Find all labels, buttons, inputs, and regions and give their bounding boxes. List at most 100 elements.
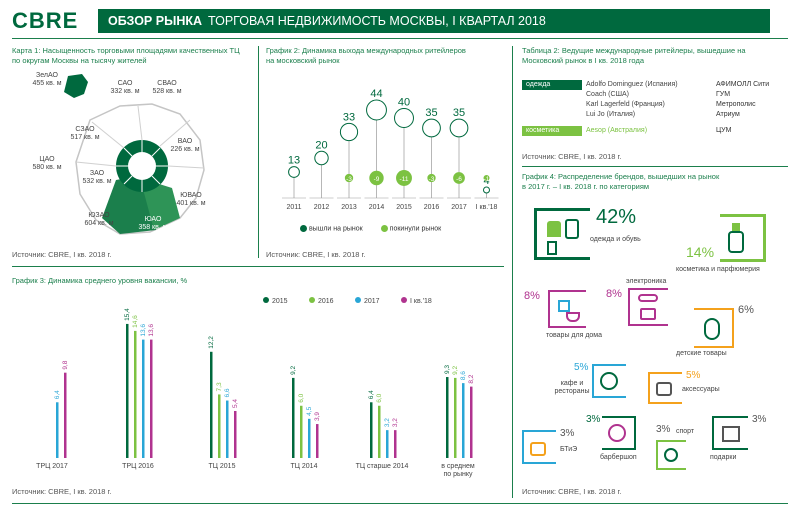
divider-1	[258, 46, 259, 258]
graph3-bar	[446, 377, 449, 458]
graph3-title: График 3: Динамика среднего уровня вакан…	[12, 276, 188, 285]
clothes-icon	[534, 208, 590, 260]
graph4-title-line1: График 4: Распределение брендов, вышедши…	[522, 172, 720, 181]
graph3-bar	[218, 394, 221, 458]
graph3-value-label: 7,3	[216, 382, 223, 391]
pct-cosmetics: 14%	[686, 244, 715, 260]
appliances-icon	[522, 430, 556, 464]
electronics-icon	[628, 288, 668, 326]
graph2-tick-label: 2015	[396, 204, 412, 211]
graph3-bar	[462, 383, 465, 458]
label-cafe: кафе и рестораны	[554, 380, 590, 395]
map-center-inner	[128, 152, 156, 180]
map-label-zao: ЗАО 532 кв. м	[82, 170, 112, 185]
graph3-value-label: 9,8	[62, 360, 69, 369]
graph3-category-label: ТЦ 2015	[209, 463, 236, 470]
graph3-legend-dot	[263, 297, 269, 303]
graph3-bar	[56, 402, 59, 458]
header-divider	[12, 38, 788, 39]
map-yuao-shape	[140, 178, 180, 230]
barber-icon	[602, 416, 636, 450]
graph3-value-label: 12,2	[208, 336, 215, 349]
graph3-bar	[226, 400, 229, 458]
cafe-icon	[592, 364, 626, 398]
table2: одежда Adolfo Dominguez (Испания) АФИМОЛЛ…	[522, 80, 782, 136]
baby-icon	[694, 308, 734, 348]
category-cosmetics: косметика	[522, 126, 582, 136]
graph3-bar	[470, 386, 473, 458]
map-label-szao: СЗАО 517 кв. м	[70, 126, 100, 141]
graph3-category-label: ТЦ старше 2014	[356, 463, 409, 470]
graph3-value-label: 3,2	[384, 418, 391, 427]
label-kids: детские товары	[676, 350, 727, 357]
legend-out: покинули рынок	[380, 225, 441, 232]
graph2-tick-label: I кв.'18	[476, 204, 498, 211]
map-label-zelao: ЗелАО 455 кв. м	[32, 72, 62, 87]
label-barbershop: барбершоп	[600, 454, 637, 461]
map-label-sao: САО 332 кв. м	[110, 80, 140, 95]
graph3-value-label: 13,6	[148, 324, 155, 337]
graph3-category-label: по рынку	[443, 471, 473, 478]
graph2-in-bubble	[449, 118, 469, 138]
graph2-title-line2: на московский рынок	[266, 56, 340, 65]
map-label-cao: ЦАО 580 кв. м	[32, 156, 62, 171]
graph3-bar	[126, 323, 129, 458]
footer-rule	[12, 503, 788, 504]
map-title: Карта 1: Насыщенность торговыми площадям…	[12, 46, 240, 66]
graph2-out-label: -9	[374, 176, 380, 183]
graph2-out-label: -11	[400, 176, 409, 183]
graph2-in-bubble	[394, 108, 414, 128]
pct-electronics: 8%	[606, 288, 622, 300]
pct-home: 8%	[524, 290, 540, 302]
graph3-value-label: 14,6	[132, 315, 139, 328]
divider-3	[522, 166, 788, 167]
graph2-tick-label: 2013	[341, 204, 357, 211]
graph3-bar	[370, 402, 373, 458]
graph2-in-label: 33	[343, 111, 355, 123]
graph2-in-bubble	[314, 150, 329, 166]
graph3-value-label: 6,4	[368, 390, 375, 399]
graph3-legend-label: 2015	[272, 298, 288, 305]
pct-kids: 6%	[738, 304, 754, 316]
map-title-line2: по округам Москвы на тысячу жителей	[12, 56, 147, 65]
graph3-bar	[378, 405, 381, 458]
graph3-value-label: 6,4	[54, 390, 61, 399]
graph3-bar	[386, 430, 389, 458]
map-label-vao: ВАО 226 кв. м	[170, 138, 200, 153]
graph2-tick-label: 2012	[314, 204, 330, 211]
graph2-out-label: -6	[456, 176, 462, 183]
perfume-icon	[720, 214, 766, 262]
divider-2	[512, 46, 513, 498]
graph3-value-label: 9,2	[452, 365, 459, 374]
graph2-out-label: -3	[429, 176, 435, 183]
pct-clothes: 42%	[596, 206, 637, 228]
map-source: Источник: CBRE, I кв. 2018 г.	[12, 250, 112, 259]
map-zelao-shape	[64, 74, 88, 98]
graph2-in-label: 35	[453, 107, 465, 119]
table2-title-line1: Таблица 2: Ведущие международные ритейле…	[522, 46, 746, 55]
graph2-in-label: 35	[425, 107, 437, 119]
graph3-value-label: 6,0	[298, 393, 305, 402]
report-title-bar: ОБЗОР РЫНКА ТОРГОВАЯ НЕДВИЖИМОСТЬ МОСКВЫ…	[98, 9, 770, 33]
graph3-category-label: в среднем	[441, 463, 475, 470]
graph2-tick-label: 2011	[286, 204, 301, 211]
label-gifts: подарки	[710, 454, 737, 461]
map-label-yuvao: ЮВАО 401 кв. м	[176, 192, 206, 207]
graph2-out-label: -3	[346, 176, 352, 183]
divider-4	[12, 266, 504, 267]
graph3-value-label: 8,6	[460, 371, 467, 380]
pct-accessories: 5%	[686, 370, 701, 381]
gift-icon	[712, 416, 748, 450]
graph3-value-label: 6,0	[376, 393, 383, 402]
graph2-in-bubble	[366, 99, 387, 121]
graph3-value-label: 9,3	[444, 365, 451, 374]
label-home: товары для дома	[546, 332, 603, 339]
graph3-bar	[316, 424, 319, 458]
pct-gifts: 3%	[752, 414, 767, 425]
graph3-value-label: 4,5	[306, 406, 313, 415]
graph2-tick-label: 2014	[369, 204, 385, 211]
label-sport: спорт	[676, 428, 695, 435]
category-clothes: одежда	[522, 80, 582, 90]
graph2-out-bubble	[483, 175, 490, 181]
report-title-rest: ТОРГОВАЯ НЕДВИЖИМОСТЬ МОСКВЫ, I КВАРТАЛ …	[208, 14, 546, 28]
